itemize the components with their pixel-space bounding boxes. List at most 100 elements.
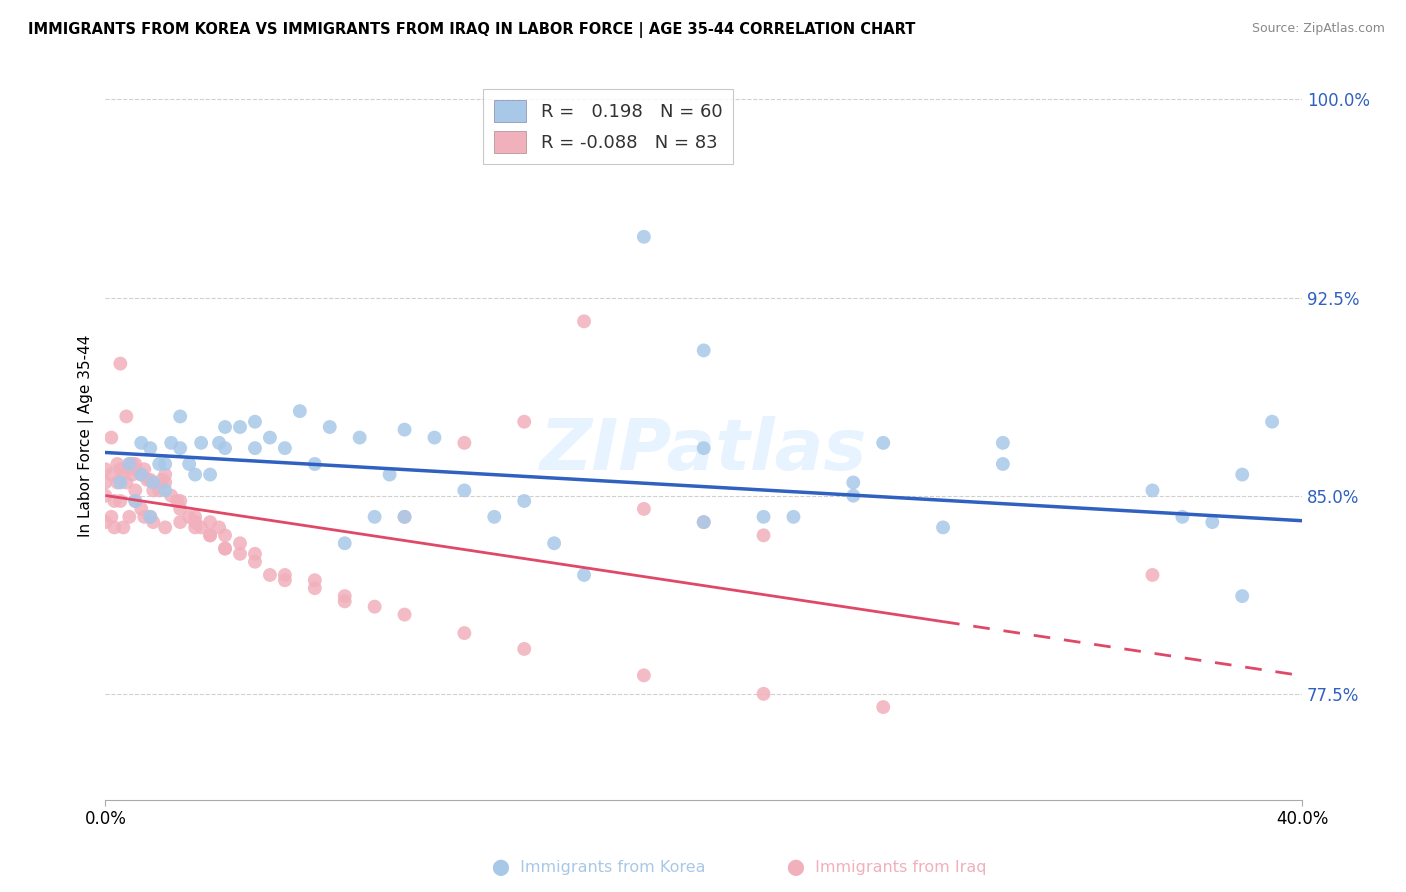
Point [103, 520, 125, 534]
Point [94, 515, 117, 529]
Point [94, 475, 117, 490]
Point [208, 520, 231, 534]
Point [259, 568, 281, 582]
Point [274, 573, 297, 587]
Y-axis label: In Labor Force | Age 35-44: In Labor Force | Age 35-44 [79, 335, 94, 538]
Text: ⬤  Immigrants from Korea: ⬤ Immigrants from Korea [492, 860, 706, 876]
Point [693, 343, 716, 358]
Point [842, 475, 865, 490]
Point [349, 431, 371, 445]
Legend: R =   0.198   N = 60, R = -0.088   N = 83: R = 0.198 N = 60, R = -0.088 N = 83 [482, 89, 733, 164]
Point [184, 467, 207, 482]
Point [214, 420, 236, 434]
Point [872, 435, 894, 450]
Point [100, 509, 122, 524]
Point [752, 509, 775, 524]
Point [179, 509, 201, 524]
Point [134, 509, 156, 524]
Point [198, 515, 221, 529]
Point [274, 441, 297, 455]
Point [1261, 415, 1284, 429]
Point [842, 489, 865, 503]
Point [142, 483, 165, 498]
Point [243, 415, 266, 429]
Point [752, 528, 775, 542]
Point [155, 483, 177, 498]
Point [139, 509, 162, 524]
Point [190, 520, 212, 534]
Point [129, 435, 152, 450]
Point [169, 494, 191, 508]
Point [136, 473, 159, 487]
Point [782, 509, 804, 524]
Point [169, 502, 191, 516]
Point [872, 700, 894, 714]
Point [129, 467, 152, 482]
Point [1232, 589, 1254, 603]
Point [118, 509, 141, 524]
Point [139, 473, 162, 487]
Point [148, 457, 170, 471]
Point [543, 536, 565, 550]
Point [142, 515, 165, 529]
Point [139, 509, 162, 524]
Point [333, 536, 356, 550]
Point [378, 467, 401, 482]
Point [112, 467, 135, 482]
Point [124, 494, 146, 508]
Point [991, 435, 1014, 450]
Point [693, 515, 716, 529]
Point [243, 441, 266, 455]
Point [105, 475, 128, 490]
Point [394, 607, 416, 622]
Point [134, 462, 156, 476]
Point [94, 489, 117, 503]
Point [243, 547, 266, 561]
Point [184, 509, 207, 524]
Point [129, 467, 152, 482]
Point [198, 528, 221, 542]
Point [124, 483, 146, 498]
Point [115, 475, 138, 490]
Point [274, 568, 297, 582]
Point [160, 435, 183, 450]
Point [179, 457, 201, 471]
Point [453, 626, 475, 640]
Point [160, 489, 183, 503]
Point [169, 441, 191, 455]
Point [121, 467, 143, 482]
Point [139, 441, 162, 455]
Point [112, 520, 135, 534]
Point [115, 409, 138, 424]
Point [453, 435, 475, 450]
Point [190, 435, 212, 450]
Point [142, 475, 165, 490]
Text: Source: ZipAtlas.com: Source: ZipAtlas.com [1251, 22, 1385, 36]
Point [633, 229, 655, 244]
Point [333, 594, 356, 608]
Point [693, 515, 716, 529]
Point [633, 502, 655, 516]
Point [229, 420, 252, 434]
Point [124, 457, 146, 471]
Point [94, 462, 117, 476]
Point [121, 457, 143, 471]
Point [513, 415, 536, 429]
Point [118, 457, 141, 471]
Point [932, 520, 955, 534]
Point [169, 515, 191, 529]
Point [304, 573, 326, 587]
Point [124, 462, 146, 476]
Point [103, 494, 125, 508]
Point [572, 568, 595, 582]
Point [991, 457, 1014, 471]
Point [229, 536, 252, 550]
Point [1142, 568, 1164, 582]
Point [110, 475, 132, 490]
Point [693, 441, 716, 455]
Point [288, 404, 311, 418]
Point [124, 494, 146, 508]
Point [214, 541, 236, 556]
Point [1142, 483, 1164, 498]
Point [1232, 467, 1254, 482]
